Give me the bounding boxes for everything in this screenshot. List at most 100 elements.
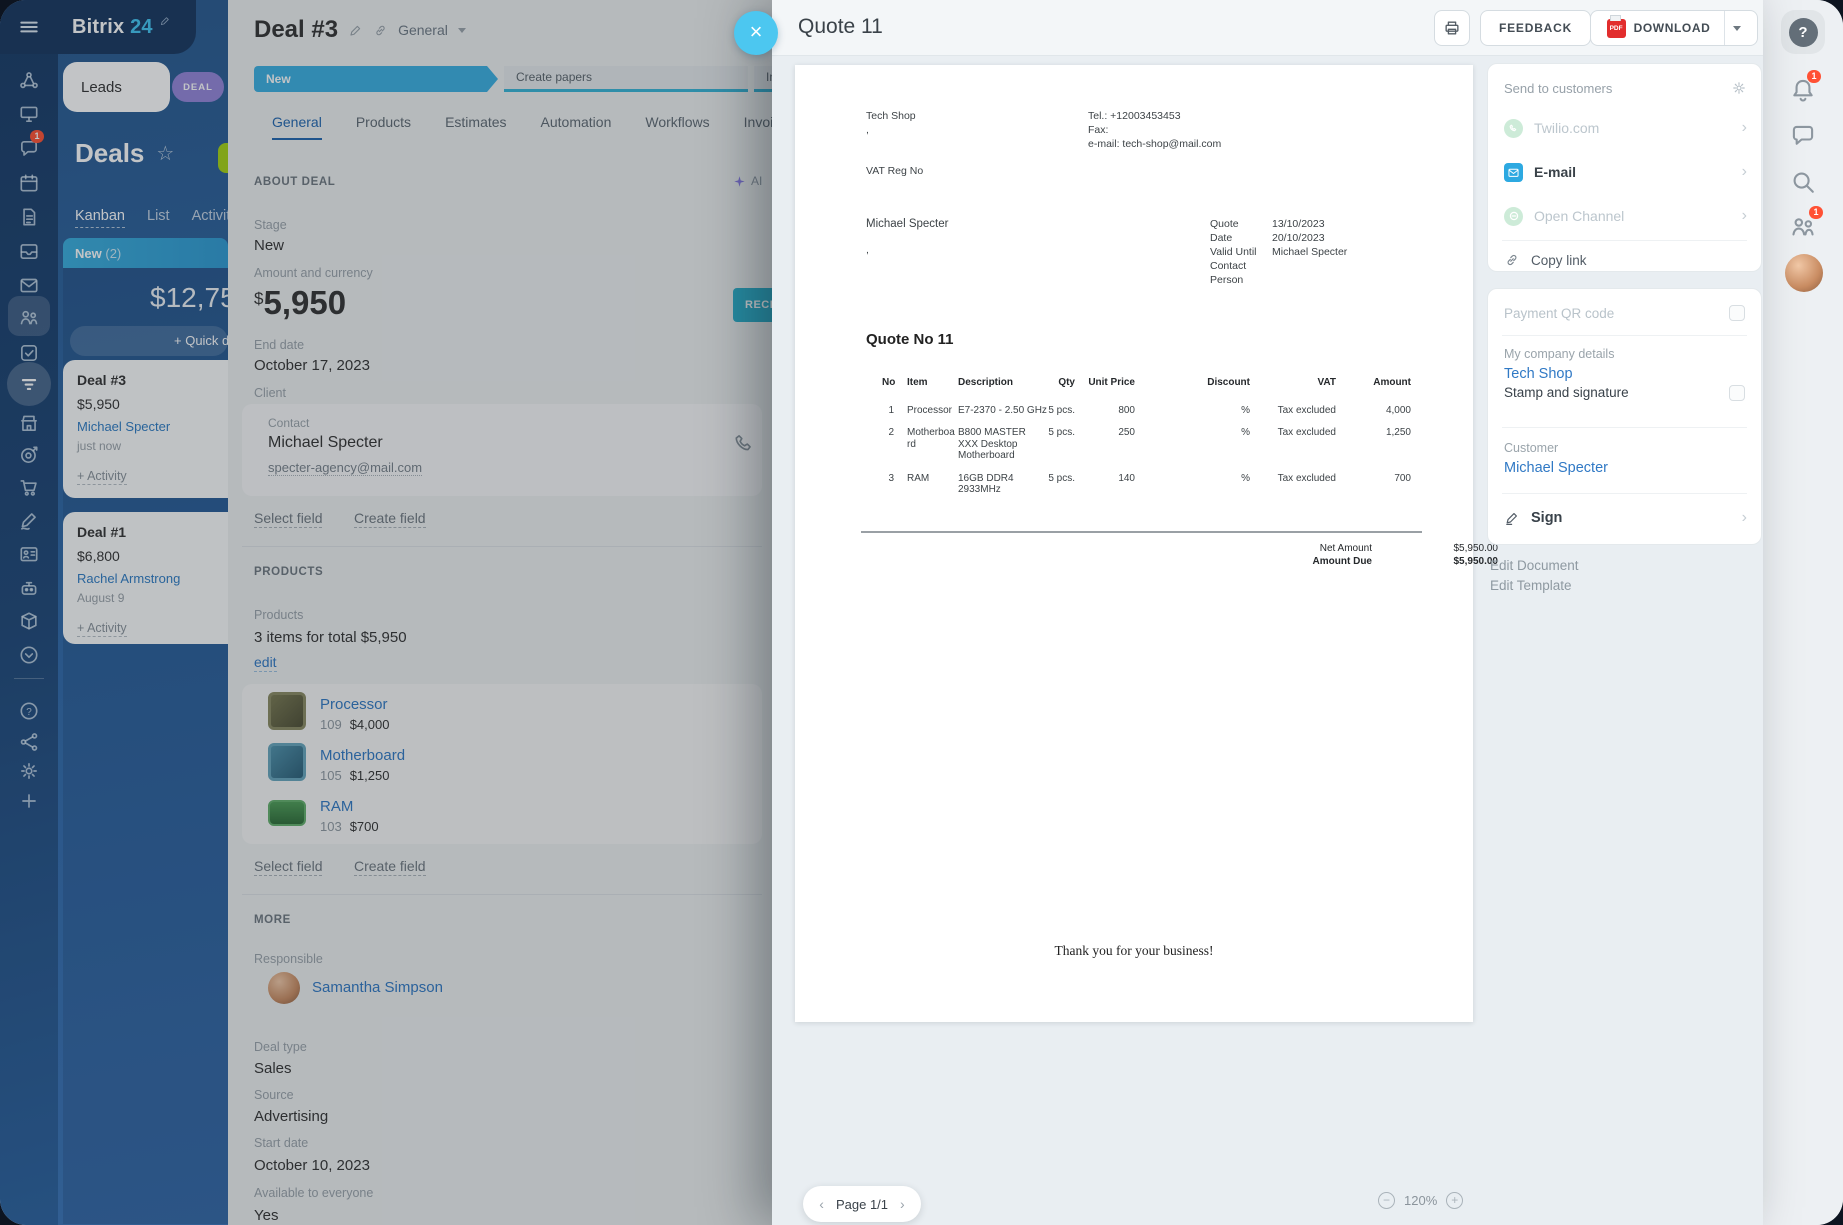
drawer-icon[interactable] (18, 240, 40, 262)
close-icon[interactable]: × (734, 11, 778, 55)
deal-amount[interactable]: $5,950 (254, 284, 347, 321)
deal-card[interactable]: Deal #3 $5,950 Michael Specter just now … (63, 360, 228, 498)
calendar-icon[interactable] (18, 172, 40, 194)
send-option-open-channel[interactable]: Open Channel › (1504, 198, 1747, 234)
phone-icon[interactable] (733, 432, 755, 454)
tab-products[interactable]: Products (355, 114, 412, 130)
people-icon[interactable] (18, 306, 40, 328)
deal-card-title[interactable]: Deal #3 (77, 372, 127, 388)
catalog-box-icon[interactable] (18, 610, 40, 632)
search-icon[interactable] (1789, 168, 1817, 196)
product-name-link[interactable]: Motherboard (320, 747, 406, 764)
prev-page-icon[interactable]: ‹ (819, 1196, 824, 1212)
deal-card-contact-link[interactable]: Michael Specter (77, 419, 171, 434)
add-plus-icon[interactable] (18, 790, 40, 812)
favorite-star-icon[interactable]: ☆ (156, 143, 175, 165)
responsible-avatar[interactable] (268, 972, 300, 1004)
tasks-icon[interactable] (18, 342, 40, 364)
start-date-value[interactable]: October 10, 2023 (254, 1157, 370, 1174)
zoom-out-icon[interactable]: − (1378, 1192, 1395, 1209)
modal-backdrop[interactable] (0, 0, 776, 1225)
zoom-in-icon[interactable]: + (1446, 1192, 1464, 1209)
crm-funnel-icon[interactable] (18, 373, 40, 395)
help-button[interactable]: ? (1781, 10, 1825, 54)
tab-activity[interactable]: Activity (191, 208, 228, 224)
edit-document-link[interactable]: Edit Document (1490, 558, 1579, 573)
payment-qr-row[interactable]: Payment QR code (1504, 305, 1615, 321)
settings-gear-icon[interactable] (18, 760, 40, 782)
end-date-value[interactable]: October 17, 2023 (254, 357, 370, 374)
tab-workflows[interactable]: Workflows (645, 114, 710, 130)
stage-invoice[interactable]: Invoice (754, 66, 776, 92)
bitrix-logo[interactable]: Bitrix 24 (72, 15, 171, 39)
signature-icon[interactable] (18, 509, 40, 531)
tab-list[interactable]: List (147, 208, 170, 224)
notifications-bell-icon[interactable] (1789, 76, 1817, 104)
cart-icon[interactable] (18, 476, 40, 498)
team-icon[interactable] (1789, 212, 1817, 240)
collapse-icon[interactable] (18, 644, 40, 666)
receive-payment-button[interactable]: RECEIVE PAYMENT (733, 288, 776, 322)
deal-card[interactable]: Deal #1 $6,800 Rachel Armstrong August 9… (63, 512, 228, 644)
responsible-name-link[interactable]: Samantha Simpson (312, 979, 443, 996)
storefront-icon[interactable] (18, 412, 40, 434)
tab-automation[interactable]: Automation (540, 114, 612, 130)
contact-name[interactable]: Michael Specter (268, 434, 383, 451)
tab-invoices[interactable]: Invoices (743, 114, 776, 130)
products-edit-link[interactable]: edit (254, 654, 277, 672)
copy-link-icon[interactable] (373, 23, 388, 38)
deal-type-value[interactable]: Sales (254, 1060, 292, 1077)
tab-kanban[interactable]: Kanban (75, 208, 125, 228)
tab-general[interactable]: General (272, 114, 322, 140)
print-button[interactable] (1434, 10, 1470, 46)
copy-link-row[interactable]: Copy link (1504, 248, 1747, 272)
stage-new[interactable]: New (254, 66, 498, 92)
edit-pencil-icon[interactable] (348, 23, 363, 38)
contact-email[interactable]: specter-agency@mail.com (268, 460, 423, 476)
deal-card-title[interactable]: Deal #1 (77, 524, 127, 540)
robot-icon[interactable] (18, 577, 40, 599)
source-value[interactable]: Advertising (254, 1108, 329, 1125)
ai-copilot-badge[interactable]: AI (733, 174, 762, 188)
contacts-card-icon[interactable] (18, 543, 40, 565)
download-button[interactable]: PDF DOWNLOAD (1590, 10, 1758, 46)
stamp-signature-checkbox[interactable] (1729, 385, 1745, 401)
funnel-selector[interactable]: Leads (63, 62, 170, 112)
kanban-column-header[interactable]: New (2) (63, 238, 228, 268)
quick-deal-button[interactable]: + Quick deal (70, 326, 228, 356)
deal-card-contact-link[interactable]: Rachel Armstrong (77, 571, 181, 586)
new-entity-button[interactable] (218, 143, 228, 173)
create-field-link[interactable]: Create field (354, 510, 426, 528)
available-value[interactable]: Yes (254, 1207, 279, 1224)
pulse-icon[interactable] (18, 70, 40, 92)
tab-estimates[interactable]: Estimates (445, 114, 507, 130)
stage-create-papers[interactable]: Create papers (504, 66, 748, 92)
product-name-link[interactable]: RAM (320, 798, 354, 815)
stage-value[interactable]: New (254, 237, 285, 254)
help-icon[interactable]: ? (18, 700, 40, 722)
company-name-link[interactable]: Tech Shop (1504, 366, 1573, 382)
send-settings-gear-icon[interactable] (1731, 80, 1747, 96)
add-activity-link[interactable]: + Activity (77, 469, 127, 485)
user-avatar[interactable] (1785, 254, 1823, 292)
send-option-twilio[interactable]: Twilio.com › (1504, 110, 1747, 146)
product-name-link[interactable]: Processor (320, 696, 388, 713)
menu-icon[interactable] (18, 16, 40, 38)
send-option-email[interactable]: E-mail › (1504, 154, 1747, 190)
target-icon[interactable] (18, 444, 40, 466)
document-icon[interactable] (18, 206, 40, 228)
select-field-link[interactable]: Select field (254, 858, 323, 876)
download-options-caret[interactable] (1733, 25, 1742, 31)
network-icon[interactable] (18, 731, 40, 753)
mail-icon[interactable] (18, 274, 40, 296)
select-field-link[interactable]: Select field (254, 510, 323, 528)
customer-name-link[interactable]: Michael Specter (1504, 460, 1608, 476)
add-activity-link[interactable]: + Activity (77, 621, 127, 637)
monitor-icon[interactable] (18, 103, 40, 125)
edit-template-link[interactable]: Edit Template (1490, 578, 1572, 593)
payment-qr-checkbox[interactable] (1729, 305, 1745, 321)
messenger-icon[interactable] (1789, 122, 1817, 150)
create-field-link[interactable]: Create field (354, 858, 426, 876)
next-page-icon[interactable]: › (900, 1196, 905, 1212)
feedback-button[interactable]: FEEDBACK (1480, 10, 1592, 46)
